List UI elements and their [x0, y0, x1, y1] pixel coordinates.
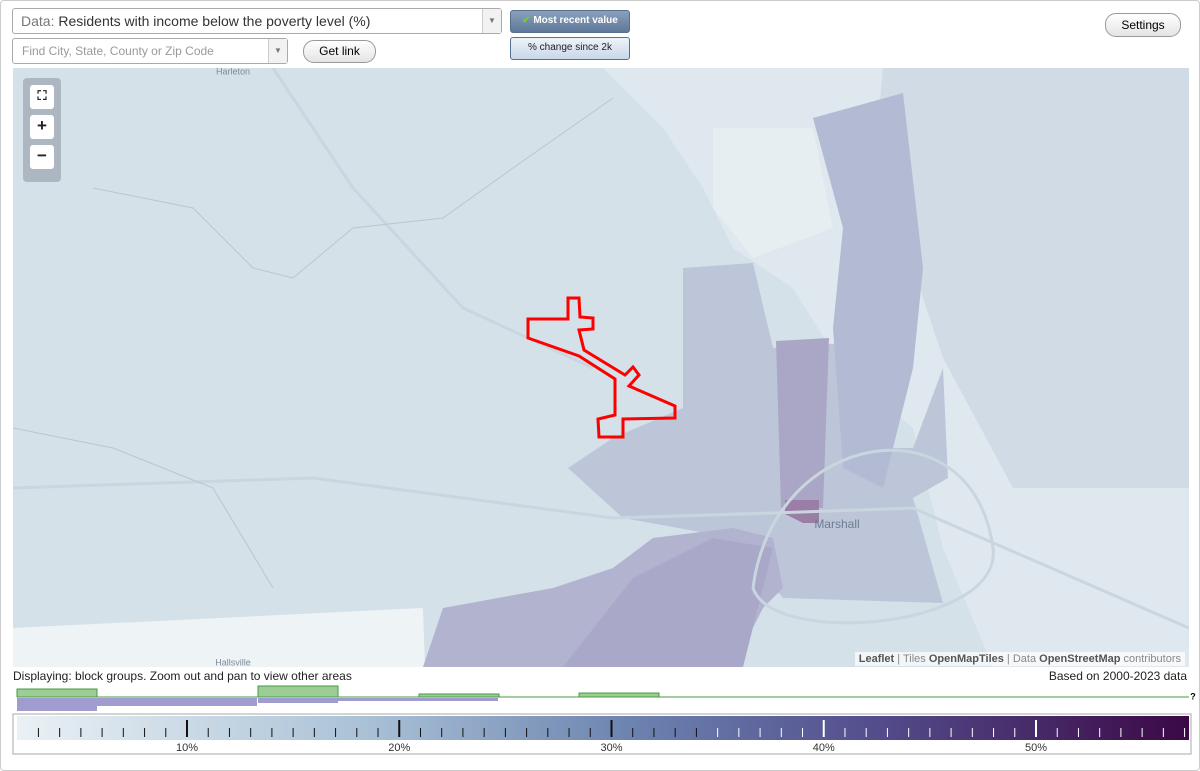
unknown-marker: ?	[1190, 691, 1196, 701]
selected-area-outline[interactable]	[526, 296, 677, 439]
map[interactable]: Harleton Marshall Hallsville ⛶ + − Leafl…	[13, 68, 1189, 667]
zoom-in-button[interactable]: +	[30, 115, 54, 139]
check-icon: ✔	[522, 15, 534, 26]
region-pale	[713, 128, 833, 258]
get-link-button[interactable]: Get link	[303, 40, 376, 63]
most-recent-toggle[interactable]: ✔ Most recent value	[510, 10, 630, 33]
fullscreen-button[interactable]: ⛶	[30, 85, 54, 109]
attr-text: Tiles	[902, 653, 926, 665]
region-south-dark	[563, 538, 773, 667]
scale-label: 30%	[600, 742, 622, 754]
scale-label: 40%	[813, 742, 835, 754]
scale-label: 20%	[388, 742, 410, 754]
attr-sep: |	[897, 653, 901, 665]
region-river	[813, 93, 923, 488]
search-box[interactable]: Find City, State, County or Zip Code ▼	[12, 38, 288, 64]
settings-button[interactable]: Settings	[1105, 13, 1181, 37]
data-value: Residents with income below the poverty …	[58, 13, 371, 29]
zoom-control: ⛶ + −	[23, 78, 61, 182]
color-scale	[17, 716, 1189, 740]
attr-link[interactable]: OpenMapTiles	[928, 653, 1004, 665]
attr-text: contributors	[1123, 653, 1181, 665]
boundaries	[13, 97, 614, 589]
scale-label: 50%	[1025, 742, 1047, 754]
search-placeholder: Find City, State, County or Zip Code	[22, 44, 214, 58]
data-select[interactable]: Data: Residents with income below the po…	[12, 8, 502, 34]
place-label: Marshall	[814, 517, 859, 531]
attr-link[interactable]: OpenStreetMap	[1039, 653, 1121, 665]
region-pale	[13, 608, 425, 667]
displaying-note: Displaying: block groups. Zoom out and p…	[13, 669, 352, 683]
attr-sep: |	[1006, 653, 1010, 665]
data-label: Data:	[21, 13, 55, 29]
place-label: Hallsville	[215, 657, 251, 667]
region-east	[873, 68, 1189, 488]
attr-text: Data	[1012, 653, 1037, 665]
histogram: ?	[16, 685, 1196, 711]
dropdown-arrow: ▼	[268, 39, 287, 63]
pct-change-toggle[interactable]: % change since 2k	[510, 37, 630, 60]
dropdown-arrow: ▼	[482, 9, 501, 33]
zoom-out-button[interactable]: −	[30, 145, 54, 169]
region-mid	[568, 263, 948, 603]
attr-link[interactable]: Leaflet	[858, 653, 895, 665]
most-recent-label: Most recent value	[533, 15, 618, 26]
map-canvas: Harleton Marshall Hallsville	[13, 68, 1189, 667]
scale-label: 10%	[176, 742, 198, 754]
scale-ticks: 10% 20% 30% 40% 50%	[37, 720, 1186, 754]
place-label: Harleton	[216, 68, 250, 76]
legend: ? 10% 20% 30% 40% 50%	[12, 685, 1196, 755]
region-purple	[776, 338, 829, 508]
attribution: Leaflet | Tiles OpenMapTiles | Data Open…	[854, 652, 1185, 666]
based-on-note: Based on 2000-2023 data	[1048, 669, 1187, 683]
